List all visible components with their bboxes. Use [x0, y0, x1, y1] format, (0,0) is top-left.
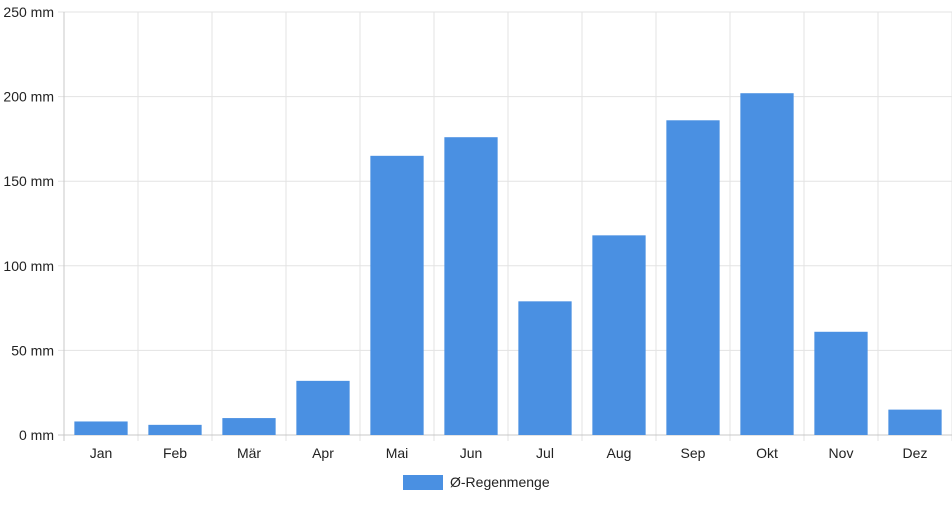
x-tick-label: Sep — [681, 445, 706, 461]
x-tick-label: Apr — [312, 445, 334, 461]
x-tick-label: Feb — [163, 445, 187, 461]
bar-jun[interactable] — [444, 137, 498, 435]
legend[interactable]: Ø-Regenmenge — [403, 474, 550, 490]
x-tick-label: Okt — [756, 445, 778, 461]
bar-aug[interactable] — [592, 235, 646, 435]
bar-mär[interactable] — [222, 418, 276, 435]
legend-label[interactable]: Ø-Regenmenge — [450, 474, 550, 490]
x-tick-label: Aug — [607, 445, 632, 461]
x-tick-label: Jun — [460, 445, 483, 461]
bar-jul[interactable] — [518, 301, 572, 435]
y-tick-label: 50 mm — [11, 342, 54, 358]
y-tick-label: 0 mm — [19, 427, 54, 443]
x-tick-label: Jan — [90, 445, 113, 461]
x-tick-label: Dez — [903, 445, 928, 461]
y-tick-label: 200 mm — [3, 89, 54, 105]
x-tick-label: Mai — [386, 445, 409, 461]
x-tick-label: Mär — [237, 445, 261, 461]
x-tick-label: Jul — [536, 445, 554, 461]
bar-mai[interactable] — [370, 155, 424, 435]
x-tick-label: Nov — [829, 445, 854, 461]
y-tick-label: 150 mm — [3, 173, 54, 189]
bar-jan[interactable] — [74, 421, 128, 435]
axis-layer — [58, 12, 952, 441]
bar-dez[interactable] — [888, 409, 942, 435]
bar-feb[interactable] — [148, 424, 202, 435]
legend-swatch[interactable] — [403, 475, 443, 490]
y-tick-label: 100 mm — [3, 258, 54, 274]
bar-nov[interactable] — [814, 331, 868, 435]
bar-okt[interactable] — [740, 93, 794, 435]
bar-sep[interactable] — [666, 120, 720, 436]
grid-layer — [58, 11, 952, 441]
label-layer: 0 mm 50 mm 100 mm 150 mm 200 mm 250 mm Jan Feb M… — [3, 4, 927, 461]
bar-apr[interactable] — [296, 380, 350, 435]
bar-layer — [74, 93, 942, 436]
y-tick-label: 250 mm — [3, 4, 54, 20]
